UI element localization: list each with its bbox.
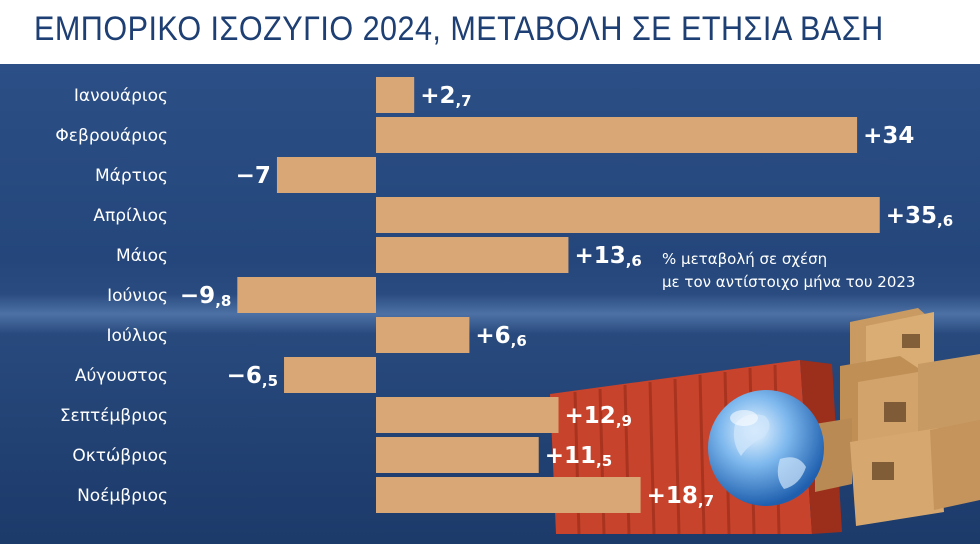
bar-7 [376,317,470,353]
chart-title: ΕΜΠΟΡΙΚΟ ΙΣΟΖΥΓΙΟ 2024, ΜΕΤΑΒΟΛΗ ΣΕ ΕΤΗΣ… [34,10,884,48]
data-label: +13,6 [574,243,641,270]
category-label: Φεβρουάριος [55,126,168,146]
data-label: −7 [236,163,271,189]
bar-9 [376,397,559,433]
data-label-main: −6 [227,363,262,389]
data-label-decimal: ,6 [937,212,953,230]
category-label: Μάιος [116,246,168,266]
bar-5 [376,237,569,273]
data-label-decimal: ,8 [215,292,231,310]
data-label-main: +12 [565,403,616,429]
data-label-decimal: ,5 [596,452,612,470]
bar-3 [276,157,376,193]
data-label: +34 [863,123,914,149]
data-label-main: +35 [886,203,937,229]
data-label-decimal: ,6 [626,252,642,270]
data-label-main: +34 [863,123,914,149]
data-label: −6,5 [227,363,278,390]
data-label: +18,7 [647,483,714,510]
cardboard-boxes-illustration [815,308,980,526]
category-label: Αύγουστος [75,366,168,386]
note-line-1: % μεταβολή σε σχέση [662,250,828,268]
data-label: +35,6 [886,203,953,230]
data-label-decimal: ,7 [455,92,471,110]
data-label-decimal: ,9 [616,412,632,430]
chart-note: % μεταβολή σε σχέση με τον αντίστοιχο μή… [662,248,915,294]
data-label: +2,7 [420,83,471,110]
category-label: Ιούνιος [107,286,168,306]
data-label: +11,5 [545,443,612,470]
data-label-main: +13 [574,243,625,269]
bar-11 [376,477,641,513]
globe-illustration [708,390,824,506]
bar-10 [376,437,539,473]
category-label: Σεπτέμβριος [60,406,168,426]
data-label-main: −9 [180,283,215,309]
data-label-main: −7 [236,163,271,189]
category-label: Νοέμβριος [77,486,168,506]
category-label: Απρίλιος [93,206,168,226]
bar-2 [376,117,858,153]
data-label-main: +11 [545,443,596,469]
data-label: +6,6 [475,323,526,350]
bar-8 [284,357,376,393]
data-label: +12,9 [565,403,632,430]
data-label-decimal: ,5 [262,372,278,390]
data-label: −9,8 [180,283,231,310]
chart-area: Ιανουάριος +2,7 Φεβρουάριος +34 Μάρτιος −7 Απρ… [0,64,980,544]
bar-4 [376,197,880,233]
data-label-main: +6 [475,323,510,349]
category-label: Μάρτιος [95,166,168,186]
data-label-main: +2 [420,83,455,109]
data-label-main: +18 [647,483,698,509]
background-glow [0,294,980,334]
note-line-2: με τον αντίστοιχο μήνα του 2023 [662,273,916,291]
data-label-decimal: ,7 [698,492,714,510]
bar-1 [376,77,415,113]
category-label: Οκτώβριος [72,446,168,466]
category-label: Ιανουάριος [74,86,168,106]
data-label-decimal: ,6 [511,332,527,350]
category-label: Ιούλιος [107,326,168,346]
bar-6 [237,277,376,313]
